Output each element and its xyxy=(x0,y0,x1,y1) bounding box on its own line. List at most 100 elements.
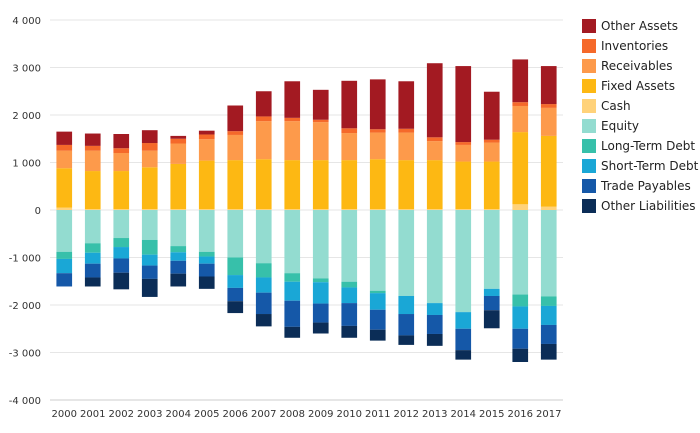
bar-segment xyxy=(455,66,472,143)
bar-segment xyxy=(170,135,187,139)
bar-segment xyxy=(56,210,73,252)
bar-segment xyxy=(255,263,272,278)
bar-segment xyxy=(56,131,73,145)
bar-segment xyxy=(170,273,187,287)
bar-segment xyxy=(540,210,557,297)
legend-label: Other Assets xyxy=(601,19,678,33)
x-tick-label: 2005 xyxy=(194,409,219,420)
bar-segment xyxy=(540,135,557,207)
bar-segment xyxy=(369,159,386,210)
bar-segment xyxy=(284,160,301,210)
bar-segment xyxy=(198,209,215,210)
bar-segment xyxy=(341,287,358,304)
bar-segment xyxy=(455,209,472,210)
bar-segment xyxy=(312,209,329,210)
bar-segment xyxy=(426,137,443,142)
bar-segment xyxy=(170,260,187,274)
bar-segment xyxy=(426,210,443,304)
legend-item: Cash xyxy=(582,99,631,113)
bar-segment xyxy=(369,79,386,130)
bar-segment xyxy=(56,258,73,274)
x-tick-label: 2012 xyxy=(394,409,419,420)
bar-segment xyxy=(341,281,358,288)
bar-segment xyxy=(227,209,244,210)
bar-segment xyxy=(483,288,500,296)
bar-segment xyxy=(426,160,443,210)
bar-segment xyxy=(56,273,73,287)
bar-segment xyxy=(398,132,415,161)
bar-segment xyxy=(284,273,301,282)
bar-segment xyxy=(284,117,301,122)
bar-segment xyxy=(483,295,500,311)
bar-segment xyxy=(284,121,301,161)
legend-item: Long-Term Debt xyxy=(582,139,695,153)
bar-segment xyxy=(341,210,358,282)
bar-segment xyxy=(540,343,557,360)
bar-segment xyxy=(483,209,500,210)
bar-segment xyxy=(312,322,329,334)
y-tick-label: -4 000 xyxy=(9,396,41,407)
bar-segment xyxy=(113,258,130,273)
legend-swatch xyxy=(582,19,596,33)
bar-segment xyxy=(255,91,272,117)
bar-segment xyxy=(113,209,130,210)
bar-segment xyxy=(113,272,130,290)
bar-segment xyxy=(113,134,130,149)
bar-segment xyxy=(341,303,358,326)
bar-segment xyxy=(255,210,272,264)
bar-segment xyxy=(369,129,386,133)
bar-segment xyxy=(312,210,329,279)
bar-segment xyxy=(255,121,272,160)
bar-segment xyxy=(512,348,529,362)
y-tick-label: 2 000 xyxy=(12,111,41,122)
legend-swatch xyxy=(582,119,596,133)
bar-segment xyxy=(198,134,215,140)
bar-segment xyxy=(255,159,272,210)
bar-segment xyxy=(398,295,415,315)
bar-segment xyxy=(170,163,187,210)
bar-segment xyxy=(312,282,329,304)
legend-item: Short-Term Debt xyxy=(582,159,699,173)
bar-segment xyxy=(341,209,358,210)
bar-segment xyxy=(56,168,73,208)
bar-segment xyxy=(540,107,557,136)
bar-segment xyxy=(483,310,500,329)
y-tick-label: 3 000 xyxy=(12,64,41,75)
bar-segment xyxy=(141,167,158,210)
bar-segment xyxy=(141,265,158,279)
bar-segment xyxy=(170,210,187,247)
bar-segment xyxy=(341,325,358,338)
bar-segment xyxy=(312,303,329,323)
x-tick-label: 2017 xyxy=(536,409,561,420)
bar-segment xyxy=(84,145,101,151)
bar-segment xyxy=(170,246,187,253)
bar-segment xyxy=(255,314,272,327)
bar-segment xyxy=(284,326,301,338)
bar-segment xyxy=(56,207,73,210)
bar-segment xyxy=(312,160,329,210)
x-tick-label: 2007 xyxy=(251,409,276,420)
bar-segment xyxy=(227,257,244,276)
bar-segment xyxy=(455,350,472,360)
legend-item: Equity xyxy=(582,119,639,133)
bar-segment xyxy=(84,150,101,172)
bar-segment xyxy=(284,281,301,301)
bar-segment xyxy=(369,309,386,330)
bar-segment xyxy=(170,252,187,261)
legend-label: Other Liabilities xyxy=(601,199,696,213)
bar-segment xyxy=(255,116,272,122)
legend-swatch xyxy=(582,179,596,193)
bar-segment xyxy=(198,251,215,257)
bar-segment xyxy=(369,290,386,294)
bar-segment xyxy=(84,263,101,278)
bar-segment xyxy=(540,66,557,105)
bar-segment xyxy=(512,59,529,103)
bar-segment xyxy=(369,210,386,291)
bar-segment xyxy=(56,150,73,169)
bar-segment xyxy=(113,247,130,259)
bar-segment xyxy=(512,204,529,210)
x-tick-label: 2001 xyxy=(80,409,105,420)
x-tick-label: 2016 xyxy=(508,409,533,420)
